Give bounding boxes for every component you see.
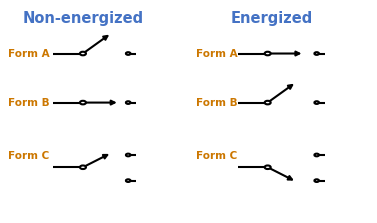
Circle shape xyxy=(265,165,271,169)
Text: Form B: Form B xyxy=(8,98,49,107)
Text: Non-energized: Non-energized xyxy=(22,11,144,26)
Circle shape xyxy=(80,165,86,169)
Circle shape xyxy=(80,101,86,104)
Circle shape xyxy=(126,52,130,55)
Text: Form A: Form A xyxy=(196,49,238,58)
Text: Form B: Form B xyxy=(196,98,238,107)
Circle shape xyxy=(265,101,271,104)
Circle shape xyxy=(314,101,319,104)
Circle shape xyxy=(314,52,319,55)
Circle shape xyxy=(126,154,130,156)
Text: Energized: Energized xyxy=(230,11,313,26)
Circle shape xyxy=(265,52,271,55)
Circle shape xyxy=(126,101,130,104)
Circle shape xyxy=(126,179,130,182)
Circle shape xyxy=(314,154,319,156)
Circle shape xyxy=(314,179,319,182)
Text: Form A: Form A xyxy=(8,49,49,58)
Circle shape xyxy=(80,52,86,55)
Text: Form C: Form C xyxy=(8,151,49,161)
Text: Form C: Form C xyxy=(196,151,237,161)
